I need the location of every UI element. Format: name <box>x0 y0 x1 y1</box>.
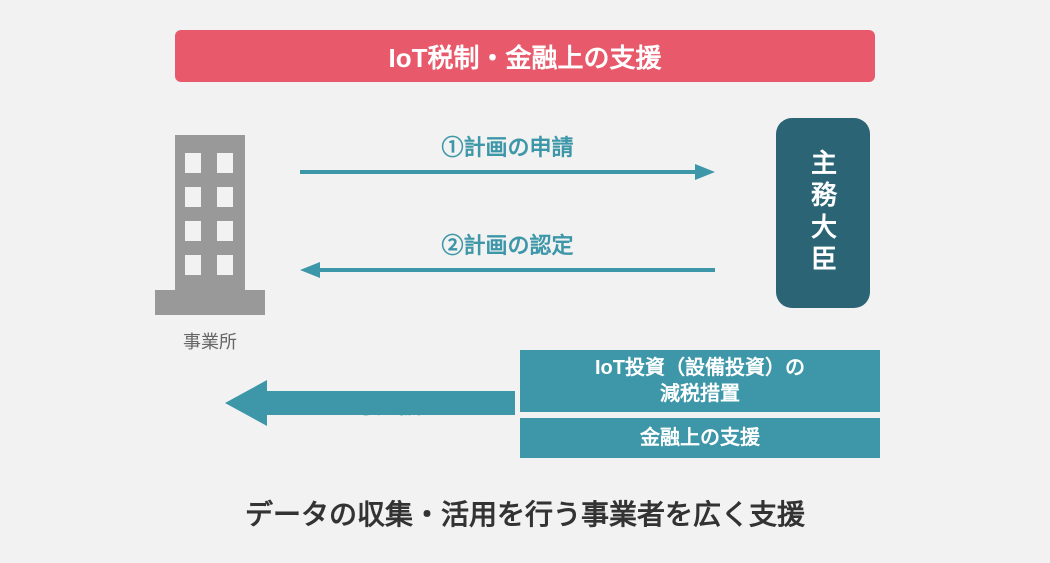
arrow3 <box>225 380 515 426</box>
business-office: 事業所 <box>150 135 270 354</box>
minister-box: 主務大臣 <box>776 118 870 308</box>
support-box-finance: 金融上の支援 <box>520 418 880 458</box>
support-box-tax: IoT投資（設備投資）の 減税措置 <box>520 350 880 412</box>
arrow2 <box>300 260 715 280</box>
arrow1-label: ①計画の申請 <box>300 130 715 162</box>
title-banner: IoT税制・金融上の支援 <box>175 30 875 82</box>
arrow2-label: ②計画の認定 <box>300 228 715 260</box>
building-label: 事業所 <box>150 328 270 354</box>
footer-text: データの収集・活用を行う事業者を広く支援 <box>0 493 1050 533</box>
building-icon <box>155 135 265 315</box>
arrow1 <box>300 162 715 182</box>
